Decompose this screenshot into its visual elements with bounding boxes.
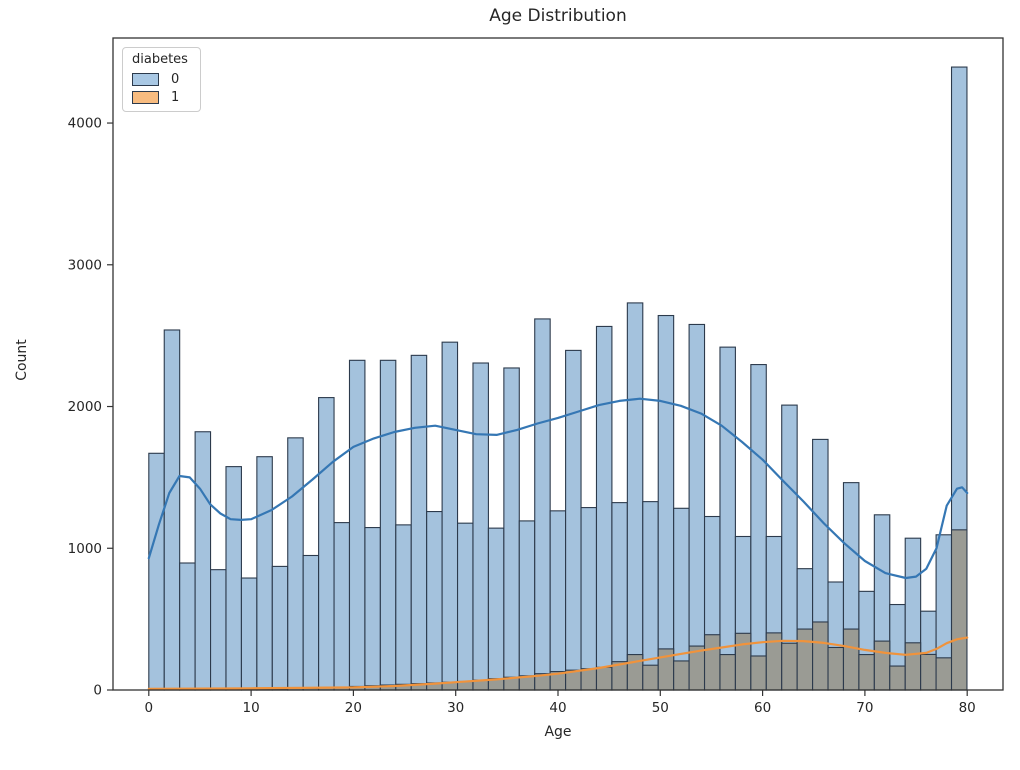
- hist-bar-overlap-class1: [936, 658, 951, 690]
- legend-item-class0: 0: [132, 73, 188, 86]
- hist-bar-class0: [596, 326, 611, 690]
- hist-bar-class0: [427, 512, 442, 690]
- hist-bar-class0: [689, 324, 704, 690]
- hist-bar-overlap-class1: [813, 622, 828, 690]
- legend-label-class1: 1: [171, 91, 179, 104]
- hist-bar-overlap-class1: [643, 665, 658, 690]
- y-tick-label: 3000: [68, 257, 102, 273]
- hist-bar-overlap-class1: [843, 629, 858, 690]
- hist-bar-overlap-class1: [905, 643, 920, 690]
- x-tick-label: 70: [856, 700, 873, 716]
- hist-bar-overlap-class1: [921, 654, 936, 690]
- hist-bar-class0: [627, 303, 642, 690]
- hist-bar-class0: [519, 521, 534, 690]
- hist-bar-overlap-class1: [890, 666, 905, 690]
- x-tick-label: 30: [447, 700, 464, 716]
- hist-bar-class0: [658, 316, 673, 690]
- x-tick-label: 50: [652, 700, 669, 716]
- y-axis-label: Count: [14, 310, 30, 410]
- y-tick-label: 2000: [68, 399, 102, 415]
- hist-bar-class0: [211, 570, 226, 690]
- hist-bar-class0: [442, 342, 457, 690]
- hist-bar-class0: [349, 360, 364, 690]
- hist-bar-class0: [550, 511, 565, 690]
- hist-bar-class0: [488, 528, 503, 690]
- hist-bar-class0: [195, 432, 210, 690]
- legend-swatch-class1: [132, 91, 159, 104]
- x-tick-label: 60: [754, 700, 771, 716]
- hist-bar-overlap-class1: [952, 530, 967, 690]
- hist-bar-overlap-class1: [751, 656, 766, 690]
- hist-bar-overlap-class1: [859, 655, 874, 690]
- legend-item-class1: 1: [132, 91, 188, 104]
- hist-bar-class0: [257, 457, 272, 690]
- hist-bar-class0: [458, 523, 473, 690]
- hist-bar-class0: [241, 578, 256, 690]
- x-axis-label: Age: [113, 724, 1003, 740]
- hist-bar-overlap-class1: [828, 647, 843, 690]
- y-tick-label: 1000: [68, 541, 102, 557]
- hist-bar-overlap-class1: [797, 629, 812, 690]
- hist-bar-class0: [396, 525, 411, 690]
- hist-bar-class0: [411, 355, 426, 690]
- hist-bar-class0: [319, 398, 334, 690]
- hist-bar-overlap-class1: [874, 641, 889, 690]
- hist-bar-overlap-class1: [705, 635, 720, 690]
- hist-bar-overlap-class1: [674, 661, 689, 690]
- hist-bar-class0: [272, 566, 287, 690]
- legend-title: diabetes: [132, 53, 188, 66]
- hist-bar-class0: [303, 555, 318, 690]
- hist-bar-class0: [504, 368, 519, 690]
- hist-bar-overlap-class1: [782, 643, 797, 690]
- hist-bar-class0: [180, 563, 195, 690]
- hist-bar-overlap-class1: [735, 633, 750, 690]
- y-tick-label: 0: [93, 683, 102, 699]
- legend-swatch-class0: [132, 73, 159, 86]
- hist-bar-class0: [288, 438, 303, 690]
- legend-label-class0: 0: [171, 73, 179, 86]
- hist-bar-class0: [566, 350, 581, 690]
- chart-title: Age Distribution: [113, 6, 1003, 26]
- hist-bar-class0: [334, 523, 349, 690]
- x-tick-label: 10: [243, 700, 260, 716]
- hist-bar-class0: [149, 453, 164, 690]
- x-tick-label: 80: [959, 700, 976, 716]
- hist-bar-class0: [365, 528, 380, 690]
- x-tick-label: 40: [549, 700, 566, 716]
- legend: diabetes 0 1: [122, 47, 201, 112]
- hist-bar-class0: [164, 330, 179, 690]
- x-tick-label: 20: [345, 700, 362, 716]
- hist-bar-overlap-class1: [720, 655, 735, 690]
- hist-bar-class0: [581, 508, 596, 690]
- hist-bar-class0: [643, 502, 658, 690]
- hist-bar-class0: [535, 319, 550, 690]
- hist-bar-class0: [720, 347, 735, 690]
- hist-bar-class0: [473, 363, 488, 690]
- hist-bar-overlap-class1: [596, 667, 611, 690]
- x-tick-label: 0: [145, 700, 154, 716]
- hist-bar-class0: [226, 467, 241, 690]
- y-tick-label: 4000: [68, 116, 102, 132]
- hist-bar-class0: [380, 360, 395, 690]
- hist-bar-overlap-class1: [581, 669, 596, 690]
